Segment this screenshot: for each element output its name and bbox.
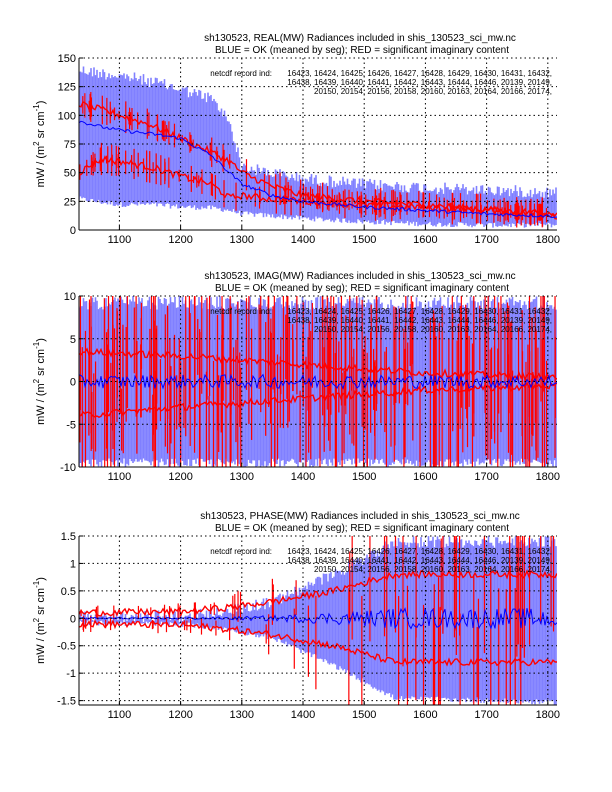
x-tick-label: 1700 [474, 709, 498, 721]
ok-mean-line [79, 373, 557, 390]
plot-data [79, 66, 557, 228]
x-tick-label: 1200 [168, 709, 192, 721]
x-tick-label: 1500 [352, 471, 376, 483]
ylabel-sup: 2 [32, 378, 41, 383]
record-label: netcdf record ind: [210, 307, 272, 316]
ylabel-mid: sr cm [35, 588, 47, 618]
x-tick-label: 1800 [536, 709, 560, 721]
imag-line-lower [79, 381, 557, 418]
y-tick-label: -10 [60, 462, 76, 474]
y-tick-label: 50 [64, 168, 76, 180]
record-line: 20150, 20154, 20156, 20158, 20160, 20163… [314, 325, 552, 334]
record-line: 20150, 20154, 20156, 20158, 20160, 20163… [314, 87, 552, 96]
x-tick-label: 1100 [108, 709, 132, 721]
x-tick-label: 1400 [291, 234, 315, 246]
y-axis-label: mW / (m2 sr cm-1) [32, 338, 47, 425]
y-axis-label: mW / (m2 sr cm-1) [32, 101, 47, 188]
ylabel-mid: sr cm [35, 111, 47, 141]
x-tick-label: 1600 [413, 709, 437, 721]
chart-title: sh130523, REAL(MW) Radiances included in… [204, 33, 516, 44]
y-tick-label: 5 [70, 334, 76, 346]
y-tick-label: 25 [64, 196, 76, 208]
chart-subtitle: BLUE = OK (meaned by seg); RED = signifi… [215, 45, 509, 56]
y-tick-label: 125 [58, 82, 76, 94]
plot-data [79, 296, 557, 467]
chart-subtitle: BLUE = OK (meaned by seg); RED = signifi… [215, 523, 509, 534]
x-tick-label: 1500 [352, 234, 376, 246]
imag-line-upper [79, 569, 557, 617]
y-tick-label: 0.5 [61, 586, 76, 598]
y-tick-label: 0 [70, 225, 76, 237]
x-tick-label: 1300 [230, 709, 254, 721]
ylabel-main: mW / (m [35, 383, 47, 425]
y-tick-label: 150 [58, 53, 76, 65]
chart-subtitle: BLUE = OK (meaned by seg); RED = signifi… [215, 283, 509, 294]
y-tick-label: 0 [70, 613, 76, 625]
ylabel-main: mW / (m [35, 622, 47, 664]
x-tick-label: 1800 [536, 471, 560, 483]
subplot-1: 1100 1200 1300 1400 1500 1600 1700 1800 0 25 50 75 1… [32, 33, 560, 246]
chart-title: sh130523, IMAG(MW) Radiances included in… [204, 271, 515, 282]
y-tick-label: 75 [64, 139, 76, 151]
ylabel-mid: sr cm [35, 349, 47, 379]
x-tick-label: 1700 [474, 234, 498, 246]
x-tick-label: 1300 [230, 471, 254, 483]
x-tick-label: 1600 [413, 234, 437, 246]
record-line: 16438, 16439, 16440, 16441, 16442, 16443… [287, 78, 552, 87]
imag-line-lower [79, 619, 557, 667]
x-tick-label: 1300 [230, 234, 254, 246]
y-tick-label: -5 [66, 419, 76, 431]
ylabel-end: ) [35, 101, 47, 105]
ylabel-end: ) [35, 338, 47, 342]
plot-data [79, 536, 557, 705]
subplot-2: 1100 1200 1300 1400 1500 1600 1700 1800 -10 -5 0 5 1… [32, 271, 560, 483]
x-tick-label: 1600 [413, 471, 437, 483]
ylabel-sup: -1 [32, 580, 41, 588]
x-tick-label: 1500 [352, 709, 376, 721]
y-tick-label: 0 [70, 377, 76, 389]
y-tick-label: -1.5 [57, 696, 76, 708]
record-line: 16423, 16424, 16425, 16426, 16427, 16428… [287, 307, 552, 316]
x-tick-label: 1100 [108, 471, 132, 483]
record-label: netcdf record ind: [210, 547, 272, 556]
y-axis-label: mW / (m2 sr cm-1) [32, 577, 47, 664]
chart-title: sh130523, PHASE(MW) Radiances included i… [200, 511, 520, 522]
imag-line-lower [79, 155, 557, 217]
x-tick-label: 1700 [474, 471, 498, 483]
record-line: 16423, 16424, 16425, 16426, 16427, 16428… [287, 69, 552, 78]
ylabel-sup: 2 [32, 617, 41, 622]
y-tick-label: 1 [70, 558, 76, 570]
y-tick-label: 1.5 [61, 531, 76, 543]
ylabel-sup: -1 [32, 104, 41, 112]
ylabel-main: mW / (m [35, 146, 47, 188]
x-tick-label: 1800 [536, 234, 560, 246]
x-tick-label: 1200 [168, 471, 192, 483]
record-line: 16438, 16439, 16440, 16441, 16442, 16443… [287, 316, 552, 325]
x-tick-label: 1200 [168, 234, 192, 246]
ylabel-sup: 2 [32, 141, 41, 146]
x-tick-label: 1100 [108, 234, 132, 246]
record-label: netcdf record ind: [210, 69, 272, 78]
y-tick-label: 100 [58, 110, 76, 122]
y-tick-label: 10 [64, 291, 76, 303]
x-tick-label: 1400 [291, 709, 315, 721]
record-line: 16438, 16439, 16440, 16441, 16442, 16443… [287, 556, 552, 565]
ylabel-sup: -1 [32, 341, 41, 349]
ok-mean-line [79, 120, 557, 218]
ylabel-end: ) [35, 577, 47, 581]
imag-line-upper [79, 347, 557, 382]
y-tick-label: -0.5 [57, 641, 76, 653]
subplot-3: 1100 1200 1300 1400 1500 1600 1700 1800 -1.5 -1 -0… [32, 511, 560, 721]
y-tick-label: -1 [66, 668, 76, 680]
record-line: 20150, 20154, 20156, 20158, 20160, 20163… [314, 565, 552, 574]
record-line: 16423, 16424, 16425, 16426, 16427, 16428… [287, 547, 552, 556]
x-tick-label: 1400 [291, 471, 315, 483]
